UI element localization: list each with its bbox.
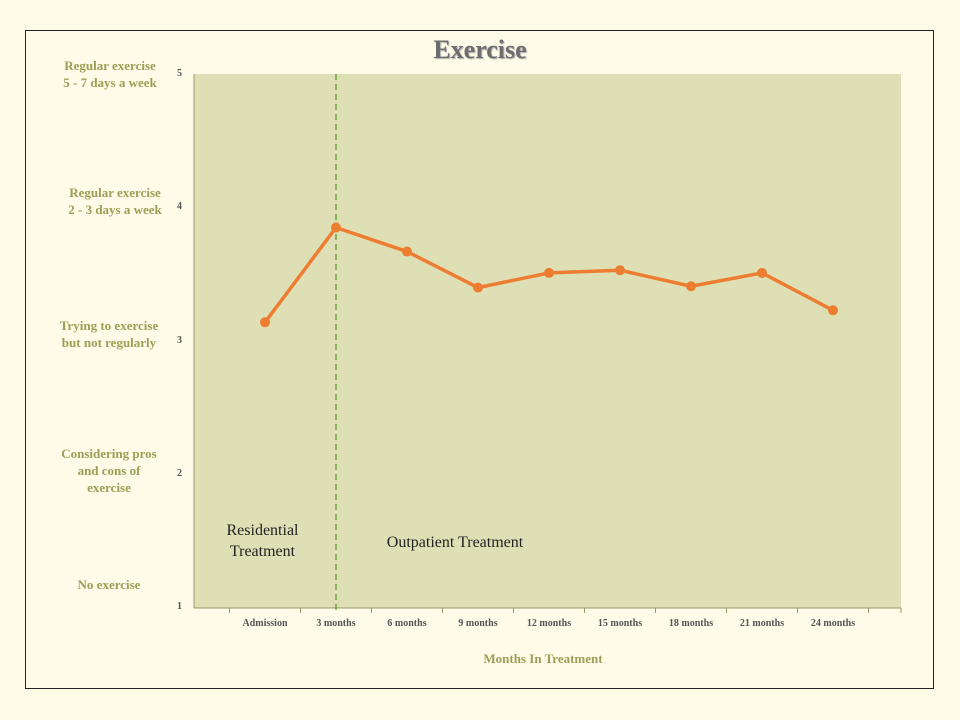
level-label-4: Regular exercise 2 - 3 days a week xyxy=(68,185,162,217)
x-tick-label: 9 months xyxy=(458,618,498,629)
x-tick-label: 18 months xyxy=(668,618,714,629)
y-tick-label: 3 xyxy=(177,335,182,346)
data-point xyxy=(402,246,412,257)
data-point xyxy=(615,265,625,276)
data-point xyxy=(686,281,696,292)
chart-title: Exercise xyxy=(433,35,527,64)
y-tick-label: 4 xyxy=(177,201,182,212)
data-point xyxy=(331,222,341,233)
x-tick-label: 12 months xyxy=(526,618,572,629)
data-point xyxy=(757,267,767,278)
y-tick-label: 2 xyxy=(177,468,182,479)
x-tick-label: 15 months xyxy=(597,618,643,629)
data-point xyxy=(473,282,483,293)
x-tick-label: 24 months xyxy=(810,618,856,629)
x-tick-marks xyxy=(229,608,902,613)
x-tick-label: 21 months xyxy=(739,618,785,629)
level-label-1: No exercise xyxy=(77,577,141,592)
outpatient-treatment-annotation: Outpatient Treatment xyxy=(386,534,524,551)
y-tick-label: 1 xyxy=(177,601,182,612)
level-label-2: Considering pros and cons of exercise xyxy=(61,446,157,495)
x-axis-label: Months In Treatment xyxy=(483,651,603,666)
x-tick-label: 6 months xyxy=(387,618,427,629)
x-tick-label: 3 months xyxy=(316,618,356,629)
residential-treatment-annotation: Residential Treatment xyxy=(226,522,299,560)
x-tick-label: Admission xyxy=(242,618,288,629)
data-point xyxy=(544,267,554,278)
y-tick-label: 5 xyxy=(177,68,182,79)
data-points xyxy=(260,222,838,328)
data-point xyxy=(260,317,270,328)
data-point xyxy=(828,305,838,316)
plot-area xyxy=(194,74,901,608)
level-label-3: Trying to exercise but not regularly xyxy=(59,318,159,350)
level-label-5: Regular exercise 5 - 7 days a week xyxy=(63,58,157,90)
